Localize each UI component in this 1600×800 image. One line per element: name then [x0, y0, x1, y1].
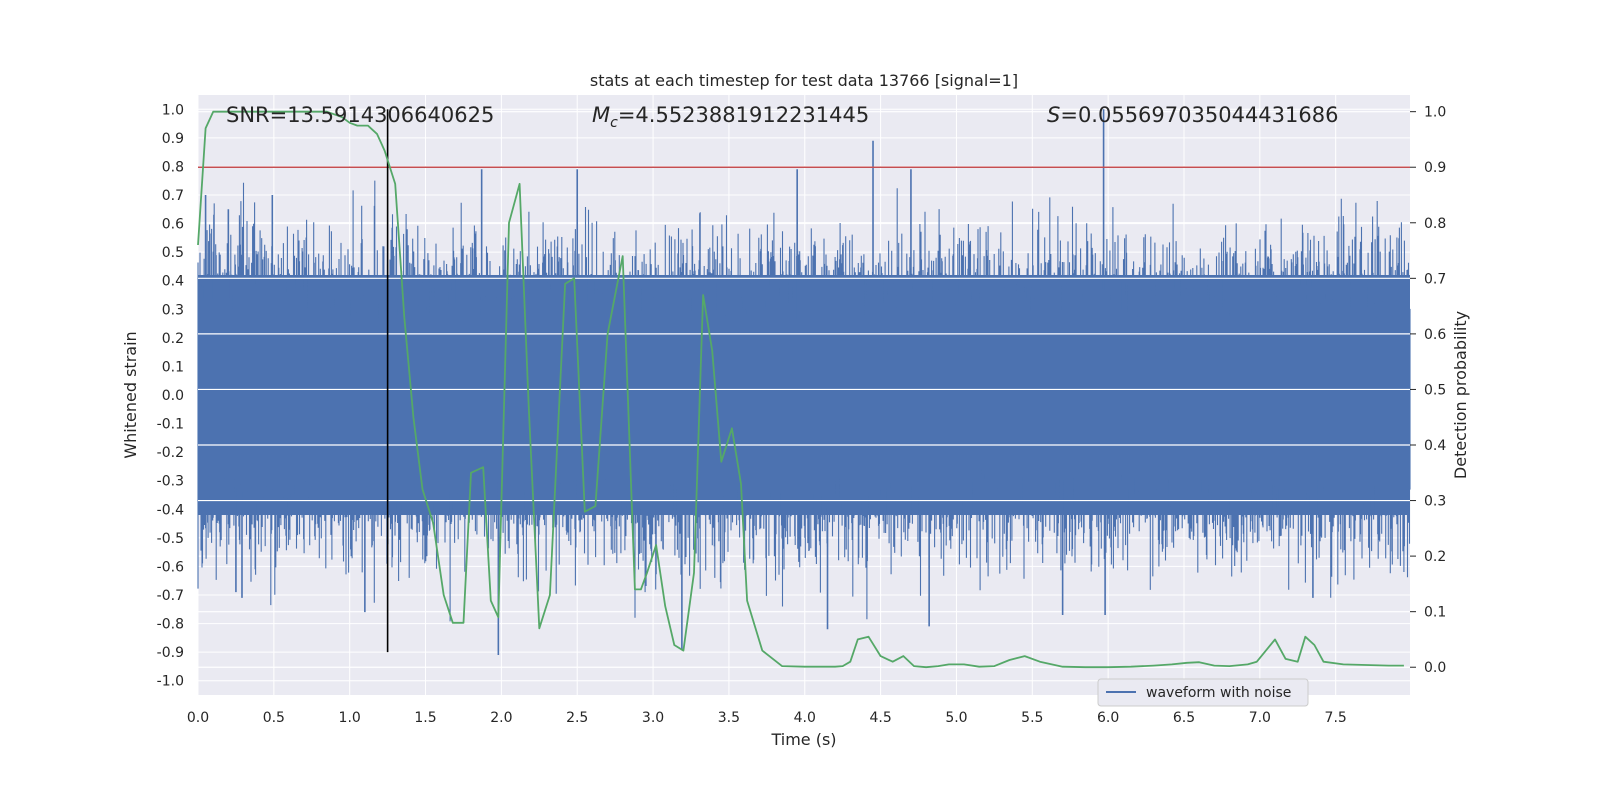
x-tick-label: 4.0 — [794, 710, 816, 726]
y-left-tick-label: 0.2 — [162, 331, 184, 347]
s-value: =0.055697035044431686 — [1060, 103, 1338, 127]
y-left-tick-label: 1.0 — [162, 102, 184, 118]
y-left-tick-label: 0.4 — [162, 274, 184, 290]
y-left-tick-label: -0.1 — [157, 417, 184, 433]
legend: waveform with noise — [1097, 678, 1309, 707]
x-tick-label: 7.0 — [1249, 710, 1271, 726]
y-left-tick-label: 0.8 — [162, 159, 184, 175]
s-symbol: S — [1047, 103, 1060, 127]
x-tick-label: 0.0 — [187, 710, 209, 726]
x-tick-label: 6.0 — [1097, 710, 1119, 726]
snr-annotation: SNR=13.5914306640625 — [226, 103, 494, 127]
y-left-tick-label: -0.6 — [157, 559, 184, 575]
y-left-tick-label: -0.7 — [157, 588, 184, 604]
chirp-mass-symbol: M — [592, 103, 610, 127]
y-right-tick-label: 0.5 — [1424, 382, 1446, 398]
chirp-mass-annotation: Mc=4.5523881912231445 — [592, 103, 869, 131]
y-left-tick-label: 0.5 — [162, 245, 184, 261]
x-tick-label: 2.0 — [490, 710, 512, 726]
y-axis-left-label: Whitened strain — [121, 331, 140, 458]
overlay-lines — [197, 109, 1410, 669]
chirp-mass-subscript: c — [610, 115, 618, 131]
y-left-tick-label: 0.7 — [162, 188, 184, 204]
y-right-tick-label: 0.0 — [1424, 660, 1446, 676]
x-tick-labels: 0.0 0.5 1.0 1.5 2.0 2.5 3.0 3.5 4.0 4.5 5.0 5.5 6.0 6… — [187, 710, 1347, 726]
x-tick-label: 5.5 — [1021, 710, 1043, 726]
y-right-tick-label: 0.2 — [1424, 549, 1446, 565]
x-tick-label: 3.0 — [642, 710, 664, 726]
y-left-tick-label: -0.3 — [157, 474, 184, 490]
detection-probability-line — [197, 110, 1404, 669]
y-left-tick-label: 0.3 — [162, 302, 184, 318]
legend-box — [1097, 678, 1309, 707]
legend-label: waveform with noise — [1146, 685, 1291, 701]
x-tick-label: 6.5 — [1173, 710, 1195, 726]
y-left-tick-label: -0.8 — [157, 617, 184, 633]
x-tick-label: 3.5 — [718, 710, 740, 726]
y-axis-right-label: Detection probability — [1451, 311, 1470, 479]
y-left-tick-label: -0.9 — [157, 645, 184, 661]
y-right-tick-label: 0.9 — [1424, 160, 1446, 176]
y-right-tick-label: 0.7 — [1424, 271, 1446, 287]
y-left-tick-label: 0.0 — [162, 388, 184, 404]
y-left-tick-label: -0.4 — [157, 502, 184, 518]
y-left-tick-label: -0.2 — [157, 445, 184, 461]
x-tick-label: 5.0 — [945, 710, 967, 726]
x-axis-label: Time (s) — [770, 730, 836, 749]
y-left-tick-label: 0.6 — [162, 217, 184, 233]
y-right-tick-label: 0.1 — [1424, 605, 1446, 621]
waveform-series — [197, 109, 1411, 655]
x-tick-label: 7.5 — [1325, 710, 1347, 726]
x-tick-label: 1.0 — [339, 710, 361, 726]
x-tick-label: 2.5 — [566, 710, 588, 726]
y-right-tick-label: 0.4 — [1424, 438, 1446, 454]
chirp-mass-value: =4.5523881912231445 — [618, 103, 869, 127]
x-tick-label: 4.5 — [869, 710, 891, 726]
y-left-tick-label: -1.0 — [157, 674, 184, 690]
y-right-tick-label: 0.8 — [1424, 216, 1446, 232]
y-left-tick-label: 0.1 — [162, 359, 184, 375]
s-annotation: S=0.055697035044431686 — [1047, 103, 1338, 127]
x-tick-label: 1.5 — [414, 710, 436, 726]
chart-title: stats at each timestep for test data 137… — [590, 71, 1018, 90]
y-right-tick-label: 0.6 — [1424, 327, 1446, 343]
y-right-tick-labels: 1.0 0.9 0.8 0.7 0.6 0.5 0.4 0.3 0.2 0.1 0.0 — [1410, 105, 1446, 676]
y-right-tick-label: 0.3 — [1424, 494, 1446, 510]
y-right-tick-label: 1.0 — [1424, 105, 1446, 121]
y-left-tick-label: -0.5 — [157, 531, 184, 547]
x-tick-label: 0.5 — [263, 710, 285, 726]
y-left-tick-labels: 1.0 0.9 0.8 0.7 0.6 0.5 0.4 0.3 0.2 0.1 0.0 -0.1 -0.… — [157, 102, 184, 689]
y-left-tick-label: 0.9 — [162, 131, 184, 147]
